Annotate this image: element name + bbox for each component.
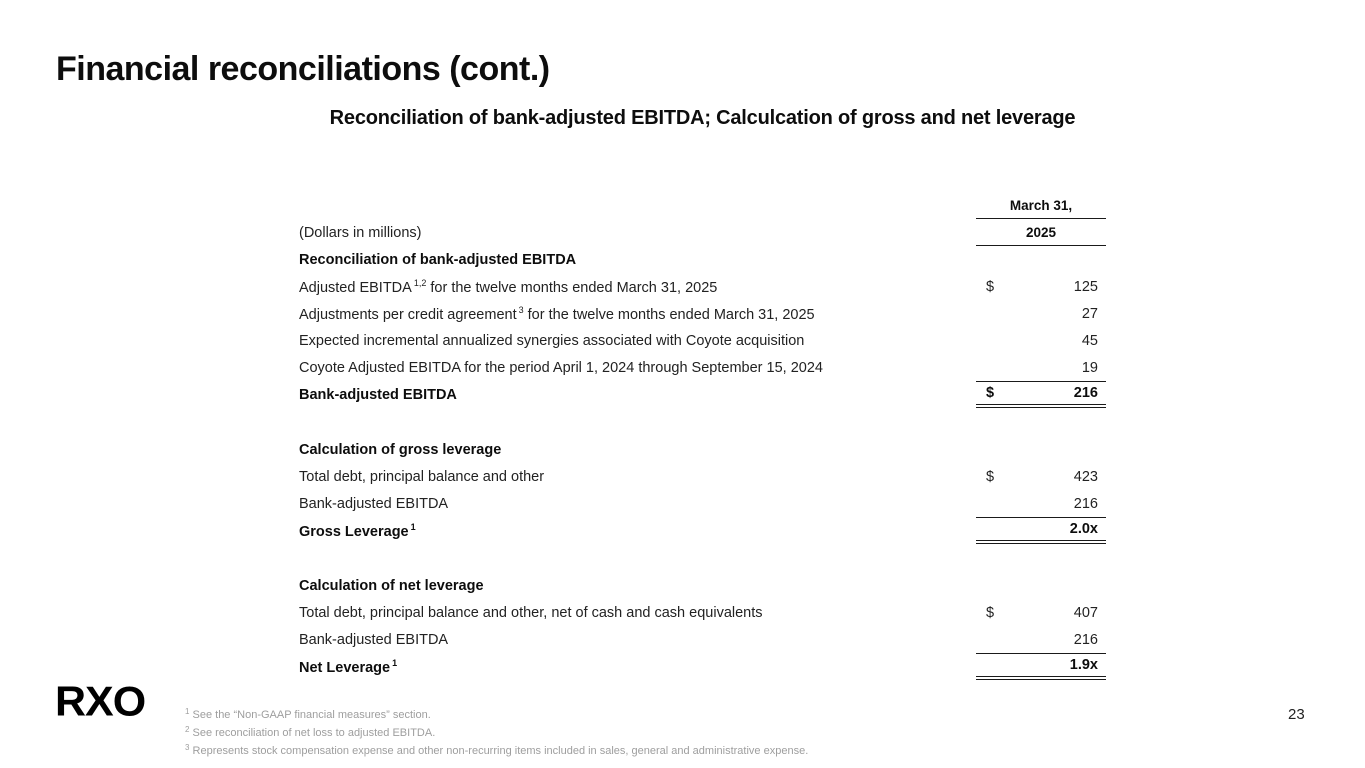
- table-row: Total debt, principal balance and other $…: [299, 463, 1106, 490]
- row-value-cell: $125: [976, 273, 1106, 300]
- footnotes: 1 See the “Non-GAAP financial measures” …: [185, 705, 808, 758]
- reconciliation-table: March 31, (Dollars in millions) 2025 Rec…: [299, 192, 1106, 680]
- dollar-sign: $: [986, 468, 995, 485]
- row-label: Total debt, principal balance and other,…: [299, 604, 763, 621]
- row-value-cell: $407: [976, 599, 1106, 626]
- row-label: Bank-adjusted EBITDA: [299, 495, 449, 512]
- row-value-cell: 216: [976, 490, 1106, 517]
- row-value-cell: 19: [976, 354, 1106, 381]
- empty-value-cell: [976, 572, 1106, 599]
- section-heading: Calculation of net leverage: [299, 577, 484, 594]
- footnote-line: 2 See reconciliation of net loss to adju…: [185, 724, 436, 739]
- table-title: Reconciliation of bank-adjusted EBITDA; …: [329, 107, 1076, 129]
- row-value: 45: [1081, 332, 1098, 349]
- dollar-sign: $: [986, 604, 995, 621]
- table-row: Coyote Adjusted EBITDA for the period Ap…: [299, 354, 1106, 381]
- row-value: 1.9x: [1069, 657, 1098, 673]
- section-heading-row: Calculation of gross leverage: [299, 436, 1106, 463]
- row-label: Total debt, principal balance and other: [299, 468, 545, 485]
- row-value-cell: 1.9x: [976, 653, 1106, 680]
- footnote-number: 1: [185, 707, 190, 716]
- empty-value-cell: [976, 246, 1106, 273]
- section-heading: Calculation of gross leverage: [299, 441, 502, 458]
- table-row: Expected incremental annualized synergie…: [299, 327, 1106, 354]
- row-label: Adjustments per credit agreement 3 for th…: [299, 304, 815, 323]
- empty-value-cell: [976, 436, 1106, 463]
- row-value-cell: 27: [976, 300, 1106, 327]
- footnote-number: 3: [185, 742, 190, 752]
- section-heading-row: Calculation of net leverage: [299, 572, 1106, 599]
- row-value-cell: 216: [976, 626, 1106, 653]
- row-label: Expected incremental annualized synergie…: [299, 332, 805, 349]
- row-value-cell: 2.0x: [976, 517, 1106, 544]
- row-value: 2.0x: [1069, 521, 1098, 537]
- row-value: 216: [1073, 631, 1098, 648]
- row-value: 19: [1081, 359, 1098, 376]
- row-label: Net Leverage 1: [299, 657, 398, 676]
- row-value-cell: $423: [976, 463, 1106, 490]
- dollar-sign: $: [986, 385, 995, 401]
- section-heading-row: Reconciliation of bank-adjusted EBITDA: [299, 246, 1106, 273]
- footnote-line: 1 See the “Non-GAAP financial measures” …: [185, 707, 431, 721]
- row-value: 423: [1073, 468, 1098, 485]
- dollar-sign: $: [986, 278, 995, 295]
- footnote-line: 3 Represents stock compensation expense …: [185, 742, 809, 757]
- table-header-row: March 31,: [299, 192, 1106, 219]
- row-value-cell: $216: [976, 381, 1106, 408]
- column-header-year: 2025: [976, 219, 1106, 246]
- section-gap: [299, 544, 1106, 572]
- footnote-number: 2: [185, 724, 190, 734]
- row-label: Bank-adjusted EBITDA: [299, 631, 449, 648]
- table-body: Reconciliation of bank-adjusted EBITDA Ad…: [299, 246, 1106, 680]
- row-value: 216: [1073, 385, 1098, 401]
- row-label: Adjusted EBITDA 1,2 for the twelve months…: [299, 277, 718, 296]
- units-note: (Dollars in millions): [299, 224, 422, 241]
- footnote-marker: 1: [392, 657, 398, 668]
- table-header-row: (Dollars in millions) 2025: [299, 219, 1106, 246]
- row-value: 216: [1073, 495, 1098, 512]
- page-title: Financial reconciliations (cont.): [56, 50, 550, 88]
- row-value: 125: [1073, 278, 1098, 295]
- row-label: Bank-adjusted EBITDA: [299, 386, 457, 403]
- table-row: Adjustments per credit agreement 3 for th…: [299, 300, 1106, 327]
- page-number: 23: [1288, 706, 1305, 723]
- footnote-marker: 1,2: [413, 277, 427, 288]
- table-row: Bank-adjusted EBITDA $216: [299, 381, 1106, 408]
- row-label: Gross Leverage 1: [299, 521, 416, 540]
- table-row: Bank-adjusted EBITDA 216: [299, 490, 1106, 517]
- table-row: Total debt, principal balance and other,…: [299, 599, 1106, 626]
- rxo-logo: RXO: [55, 678, 146, 726]
- footnote-marker: 1: [410, 521, 416, 532]
- section-heading: Reconciliation of bank-adjusted EBITDA: [299, 251, 577, 268]
- row-value: 407: [1073, 604, 1098, 621]
- row-value-cell: 45: [976, 327, 1106, 354]
- footnote-marker: 3: [518, 304, 524, 315]
- row-value: 27: [1081, 305, 1098, 322]
- table-row: Bank-adjusted EBITDA 216: [299, 626, 1106, 653]
- column-header-date: March 31,: [976, 192, 1106, 219]
- section-gap: [299, 408, 1106, 436]
- table-row: Adjusted EBITDA 1,2 for the twelve months…: [299, 273, 1106, 300]
- table-row: Gross Leverage 1 2.0x: [299, 517, 1106, 544]
- row-label: Coyote Adjusted EBITDA for the period Ap…: [299, 359, 823, 376]
- table-row: Net Leverage 1 1.9x: [299, 653, 1106, 680]
